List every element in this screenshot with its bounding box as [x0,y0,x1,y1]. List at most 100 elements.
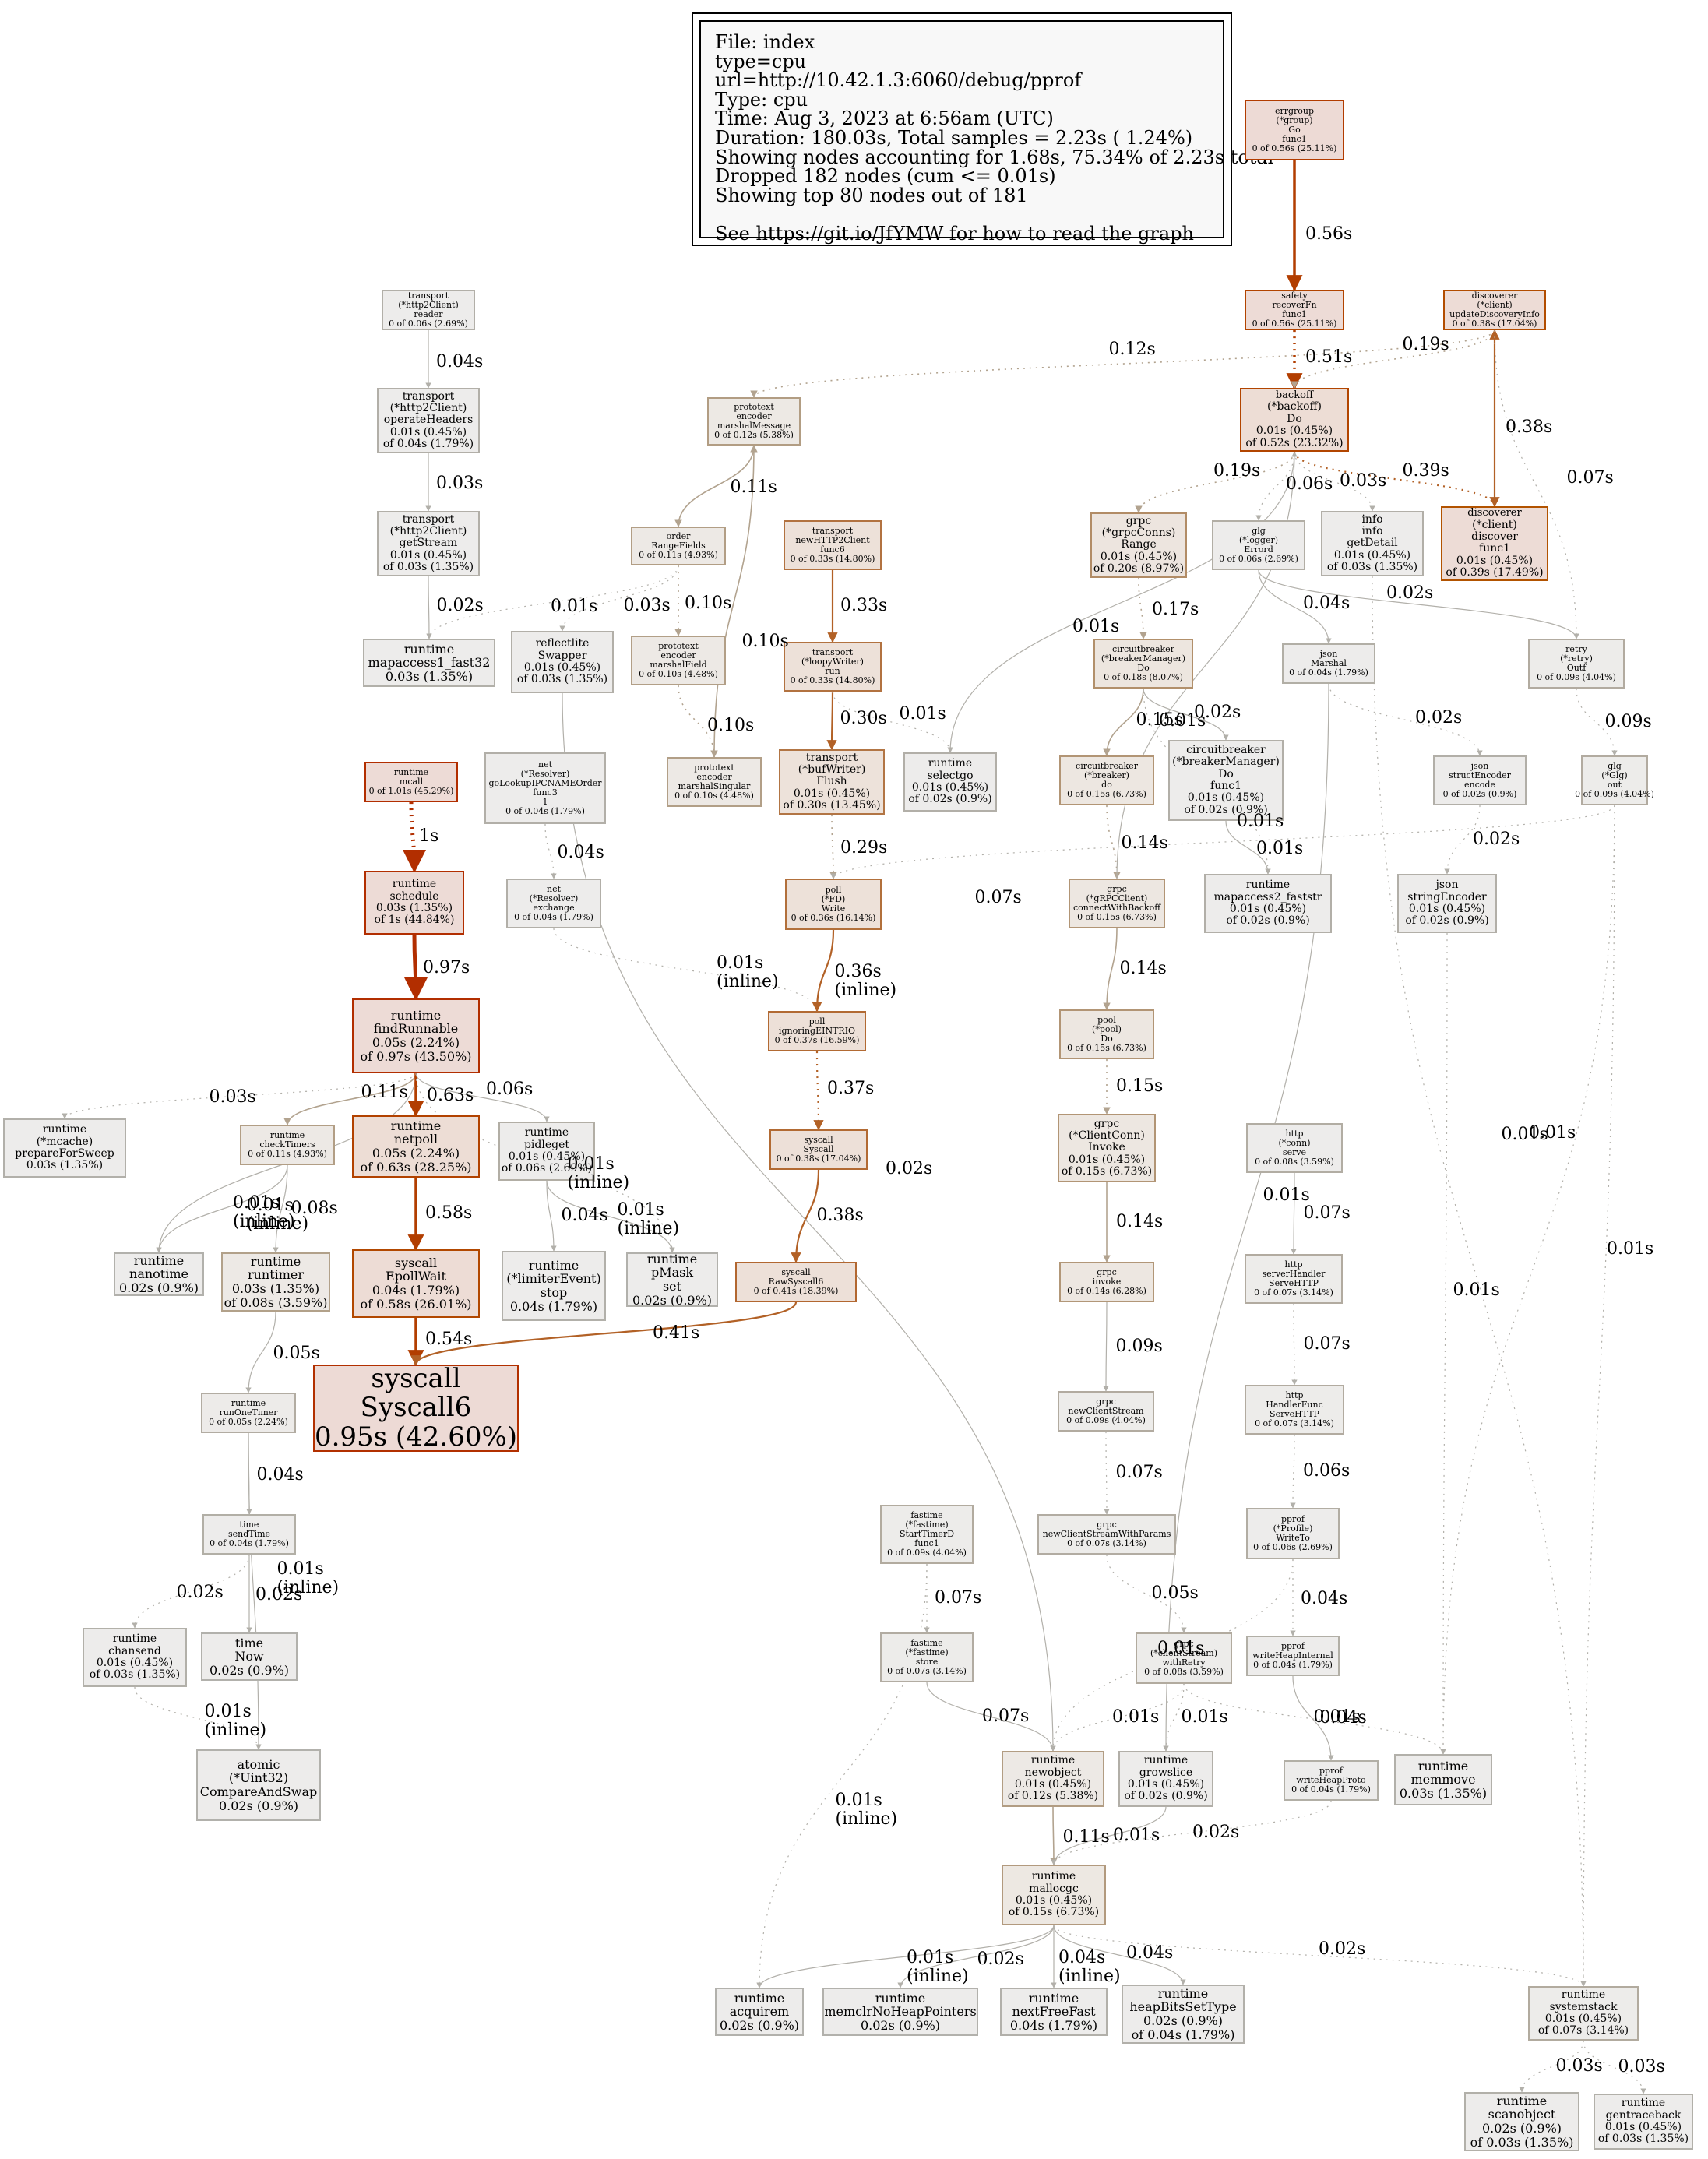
node-nanotime[interactable]: runtime nanotime 0.02s (0.9%) [114,1252,204,1296]
node-marshalsingular[interactable]: prototext encoder marshalSingular 0 of 0.10… [667,757,762,807]
node-line: 0 of 0.12s (5.38%) [714,430,794,441]
node-backoff[interactable]: backoff (*backoff) Do 0.01s (0.45%) of 0.52s… [1240,388,1349,452]
node-selectgo[interactable]: runtime selectgo 0.01s (0.45%) of 0.02s (0.… [903,752,997,812]
node-retryout[interactable]: retry (*retry) Outf 0 of 0.09s (4.04%) [1528,639,1625,689]
node-errgroup[interactable]: errgroup (*group) Go func1 0 of 0.56s (25.11… [1245,100,1344,160]
node-cbdo[interactable]: circuitbreaker (*breakerManager) Do 0 of 0.… [1093,639,1193,689]
node-atomiccas[interactable]: atomic (*Uint32) CompareAndSwap 0.02s (0.9%… [196,1749,321,1821]
node-eintr[interactable]: poll ignoringEINTRIO 0 of 0.37s (16.59%) [768,1011,866,1051]
edge-label-line: 0.07s [1303,1203,1351,1223]
node-fastimestore[interactable]: fastime (*fastime) store 0 of 0.07s (3.14%) [880,1632,974,1682]
node-newh2func6[interactable]: transport newHTTP2Client func6 0 of 0.33s (… [784,520,882,570]
node-runonetimer[interactable]: runtime runOneTimer 0 of 0.05s (2.24%) [201,1393,296,1433]
node-line: ignoringEINTRIO [778,1025,856,1036]
node-line: 0.02s (0.9%) [209,1662,290,1678]
node-mapaccess2[interactable]: runtime mapaccess2_faststr 0.01s (0.45%) of… [1204,874,1332,933]
node-stringenc[interactable]: json stringEncoder 0.01s (0.45%) of 0.02s (… [1397,874,1497,933]
node-syscall6[interactable]: syscall Syscall6 0.95s (42.60%) [313,1364,519,1453]
node-limiterstop[interactable]: runtime (*limiterEvent) stop 0.04s (1.79%) [502,1251,606,1321]
node-handlerfunc[interactable]: http HandlerFunc ServeHTTP 0 of 0.07s (3.14… [1245,1385,1344,1435]
node-line: Now [234,1649,264,1664]
node-pooldo[interactable]: pool (*pool) Do 0 of 0.15s (6.73%) [1059,1009,1154,1059]
node-marshalfield[interactable]: prototext encoder marshalField 0 of 0.10s (… [631,636,726,685]
node-protomarshal[interactable]: prototext encoder marshalMessage 0 of 0.12s… [707,397,801,446]
node-cbfunc1[interactable]: circuitbreaker (*breakerManager) Do func1 0.… [1168,740,1284,821]
node-httpserve[interactable]: http (*conn) serve 0 of 0.08s (3.59%) [1246,1123,1343,1173]
node-rawsyscall6[interactable]: syscall RawSyscall6 0 of 0.41s (18.39%) [735,1262,857,1302]
node-mcache[interactable]: runtime (*mcache) prepareForSweep 0.03s (1.… [3,1118,126,1178]
node-line: 0.95s (42.60%) [314,1421,518,1453]
node-writeheapinternal[interactable]: pprof writeHeapInternal 0 of 0.04s (1.79%) [1246,1636,1340,1676]
node-glgout[interactable]: glg (*Glg) out 0 of 0.09s (4.04%) [1575,755,1654,805]
node-pidleget[interactable]: runtime pidleget 0.01s (0.45%) of 0.06s (2.… [498,1122,595,1181]
node-rangefields[interactable]: order RangeFields 0 of 0.11s (4.93%) [631,527,726,565]
node-line: (*bufWriter) [798,763,866,776]
node-systemstack[interactable]: runtime systemstack 0.01s (0.45%) of 0.07s … [1528,1986,1639,2041]
node-glgerrord[interactable]: glg (*logger) Errord 0 of 0.06s (2.69%) [1212,520,1305,570]
node-structenc[interactable]: json structEncoder encode 0 of 0.02s (0.9%) [1433,755,1527,805]
edge-label: 0.03s [1618,2058,1665,2076]
node-checktimers[interactable]: runtime checkTimers 0 of 0.11s (4.93%) [240,1125,335,1165]
node-line: func1 [914,1538,939,1549]
node-scanobject[interactable]: runtime scanobject 0.02s (0.9%) of 0.03s (1… [1464,2092,1579,2151]
node-goLookup[interactable]: net (*Resolver) goLookupIPCNAMEOrder func3 1… [484,752,606,824]
node-schedule[interactable]: runtime schedule 0.03s (1.35%) of 1s (44.84… [364,871,464,935]
node-memmove[interactable]: runtime memmove 0.03s (1.35%) [1394,1754,1492,1805]
node-gentraceback[interactable]: runtime gentraceback 0.01s (0.45%) of 0.03s… [1594,2094,1693,2150]
node-loopyrun[interactable]: transport (*loopyWriter) run 0 of 0.33s (14… [784,642,882,692]
node-grpcrange[interactable]: grpc (*grpcConns) Range 0.01s (0.45%) of 0.2… [1090,512,1187,578]
node-connectbackoff[interactable]: grpc (*gRPCClient) connectWithBackoff 0 of … [1069,879,1165,928]
node-safety[interactable]: safety recoverFn func1 0 of 0.56s (25.11%) [1245,290,1344,330]
node-epollwait[interactable]: syscall EpollWait 0.04s (1.79%) of 0.58s (2… [352,1249,480,1318]
node-line: net [537,759,552,770]
node-writeheapproto[interactable]: pprof writeHeapProto 0 of 0.04s (1.79%) [1284,1760,1379,1801]
node-chansend[interactable]: runtime chansend 0.01s (0.45%) of 0.03s (1.… [83,1628,187,1687]
node-line: safety [1281,290,1308,301]
edge-fastimestore-to-newobject [926,1682,1056,1752]
node-newobject[interactable]: runtime newobject 0.01s (0.45%) of 0.12s (5… [1002,1751,1104,1807]
node-findrunnable[interactable]: runtime findRunnable 0.05s (2.24%) of 0.97s… [352,998,480,1073]
node-h2getstream[interactable]: transport (*http2Client) getStream 0.01s (0… [377,511,480,576]
node-syscallsyscall[interactable]: syscall Syscall 0 of 0.38s (17.04%) [769,1129,868,1170]
node-netpoll[interactable]: runtime netpoll 0.05s (2.24%) of 0.63s (28.… [352,1115,480,1178]
node-discoverer-disc[interactable]: discoverer (*client) discover func1 0.01s (0… [1441,506,1548,581]
node-reflectlite[interactable]: reflectlite Swapper 0.01s (0.45%) of 0.03s … [511,631,614,693]
node-mcall[interactable]: runtime mcall 0 of 1.01s (45.29%) [364,762,458,802]
node-invoke[interactable]: grpc (*ClientConn) Invoke 0.01s (0.45%) of 0… [1058,1114,1156,1182]
node-line: (*client) [1472,518,1517,531]
node-line: 0 of 0.07s (3.14%) [1254,1287,1333,1298]
node-runtimer[interactable]: runtime runtimer 0.03s (1.35%) of 0.08s (3.… [221,1252,330,1312]
node-h2reader[interactable]: transport (*http2Client) reader 0 of 0.06s … [382,290,475,330]
node-mapaccess1[interactable]: runtime mapaccess1_fast32 0.03s (1.35%) [363,639,495,687]
node-line: structEncoder [1449,770,1511,780]
node-nextfreefast[interactable]: runtime nextFreeFast 0.04s (1.79%) [1000,1988,1108,2036]
node-discoverer-upd[interactable]: discoverer (*client) updateDiscoveryInfo 0 … [1443,290,1546,330]
node-bufflush[interactable]: transport (*bufWriter) Flush 0.01s (0.45%) o… [779,749,885,815]
node-grpcinvoke[interactable]: grpc invoke 0 of 0.14s (6.28%) [1059,1262,1154,1302]
node-memclr[interactable]: runtime memclrNoHeapPointers 0.02s (0.9%) [822,1988,978,2036]
node-acquirem[interactable]: runtime acquirem 0.02s (0.9%) [715,1988,804,2036]
node-mallocgc[interactable]: runtime mallocgc 0.01s (0.45%) of 0.15s (6.… [1002,1865,1106,1925]
node-h2ophead[interactable]: transport (*http2Client) operateHeaders 0.0… [377,388,480,453]
node-netexchange[interactable]: net (*Resolver) exchange 0 of 0.04s (1.79%) [506,879,601,928]
node-profilewriteto[interactable]: pprof (*Profile) WriteTo 0 of 0.06s (2.69%) [1246,1508,1340,1559]
node-heapbitssettype[interactable]: runtime heapBitsSetType 0.02s (0.9%) of 0.0… [1122,1985,1245,2044]
node-sendtime[interactable]: time sendTime 0 of 0.04s (1.79%) [202,1514,296,1555]
node-jsonmarshal[interactable]: json Marshal 0 of 0.04s (1.79%) [1282,643,1375,684]
edge-backoff-to-glgerrord [1255,451,1295,521]
node-line: runtime [1561,1988,1606,2002]
node-timenow[interactable]: time Now 0.02s (0.9%) [201,1632,298,1681]
node-serverhandler[interactable]: http serverHandler ServeHTTP 0 of 0.07s (3.… [1245,1254,1343,1304]
node-infodetail[interactable]: info info getDetail 0.01s (0.45%) of 0.03s (… [1321,511,1424,576]
node-ncswithparams[interactable]: grpc newClientStreamWithParams 0 of 0.07s … [1037,1514,1176,1555]
node-newclientstream[interactable]: grpc newClientStream 0 of 0.09s (4.04%) [1058,1391,1154,1432]
node-line: 0 of 0.36s (16.14%) [791,913,876,924]
node-pmaskset[interactable]: runtime pMask set 0.02s (0.9%) [626,1252,718,1307]
node-growslice[interactable]: runtime growslice 0.01s (0.45%) of 0.02s (0… [1118,1751,1213,1807]
node-fdwrite[interactable]: poll (*FD) Write 0 of 0.36s (16.14%) [785,879,882,930]
edge-label-line: 0.04s [1303,593,1351,613]
edge-glgout-to-memmove [1440,805,1615,1755]
node-withretry[interactable]: grpc (*clientStream) withRetry 0 of 0.08s (… [1136,1632,1232,1684]
node-breakerdo[interactable]: circuitbreaker (*breaker) do 0 of 0.15s (6.… [1059,755,1154,805]
node-starttimerd[interactable]: fastime (*fastime) StartTimerD func1 0 of 0.… [880,1505,974,1564]
